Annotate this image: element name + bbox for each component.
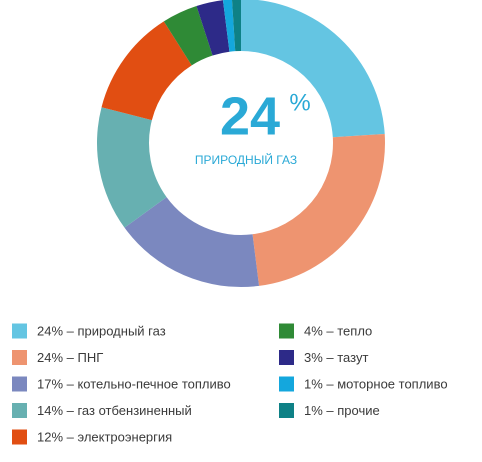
legend-label: 14% – газ отбензиненный <box>37 403 192 418</box>
legend-swatch <box>12 350 27 365</box>
legend-label: 12% – электроэнергия <box>37 429 172 444</box>
donut-slice <box>163 6 213 66</box>
legend-swatch <box>279 403 294 418</box>
center-text: ПРИРОДНЫЙ ГАЗ <box>195 152 297 167</box>
legend-label: 17% – котельно-печное топливо <box>37 376 231 391</box>
donut-slice <box>252 133 385 286</box>
donut-slice <box>196 0 230 56</box>
legend-swatch <box>12 403 27 418</box>
legend-swatch <box>12 323 27 339</box>
legend-label: 24% – ПНГ <box>37 350 103 365</box>
donut-slice <box>232 0 241 52</box>
legend-swatch <box>279 323 294 339</box>
donut-slice <box>101 21 192 121</box>
legend-label: 3% – тазут <box>304 350 368 365</box>
center-unit: % <box>289 89 310 116</box>
legend-swatch <box>279 350 294 365</box>
legend-label: 1% – прочие <box>304 403 380 418</box>
legend-label: 24% – природный газ <box>37 323 166 338</box>
legend-swatch <box>12 376 27 392</box>
donut-slice <box>222 0 236 52</box>
donut-slice <box>97 107 167 228</box>
center-value: 24 <box>220 86 280 146</box>
legend-swatch <box>12 429 27 445</box>
legend-label: 4% – тепло <box>304 323 372 338</box>
legend-swatch <box>279 376 294 392</box>
legend-label: 1% – моторное топливо <box>304 376 448 391</box>
donut-slice <box>124 197 260 287</box>
donut-slice <box>241 0 385 138</box>
